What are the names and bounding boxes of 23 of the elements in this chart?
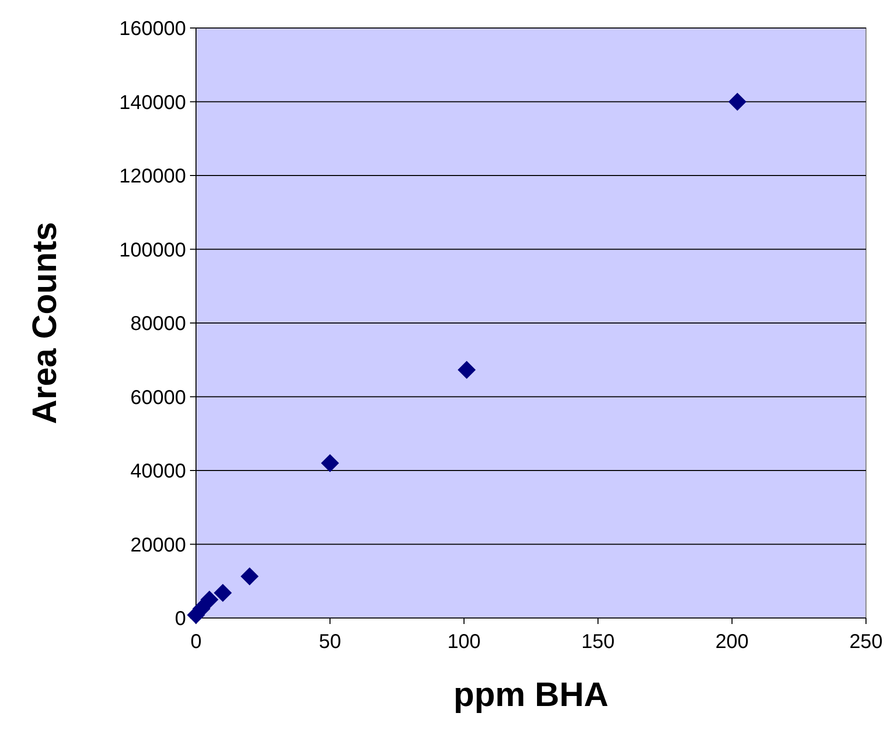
point: [240, 567, 259, 586]
point: [214, 584, 232, 602]
y-tick-label: 160000: [119, 18, 186, 40]
x-tick-label: 100: [447, 631, 481, 653]
y-tick-label: 100000: [119, 239, 186, 262]
y-tick-label: 80000: [130, 313, 186, 335]
point: [728, 92, 746, 111]
x-tick-label: 250: [849, 631, 883, 653]
y-tick-label: 120000: [119, 166, 186, 188]
x-tick-label: 0: [190, 631, 202, 653]
x-tick-label: 200: [715, 631, 749, 653]
x-tick-label: 150: [581, 631, 615, 653]
x-axis-title: ppm BHA: [454, 676, 608, 714]
y-tick-label: 20000: [130, 534, 186, 556]
y-tick-label: 0: [174, 608, 186, 630]
point: [200, 590, 218, 609]
y-tick-label: 60000: [130, 386, 186, 409]
y-tick-label: 140000: [119, 92, 186, 114]
x-tick-label: 50: [318, 631, 342, 653]
point: [458, 360, 476, 379]
point: [321, 454, 339, 472]
y-axis-title: Area Counts: [26, 222, 64, 424]
y-tick-label: 40000: [130, 460, 186, 482]
